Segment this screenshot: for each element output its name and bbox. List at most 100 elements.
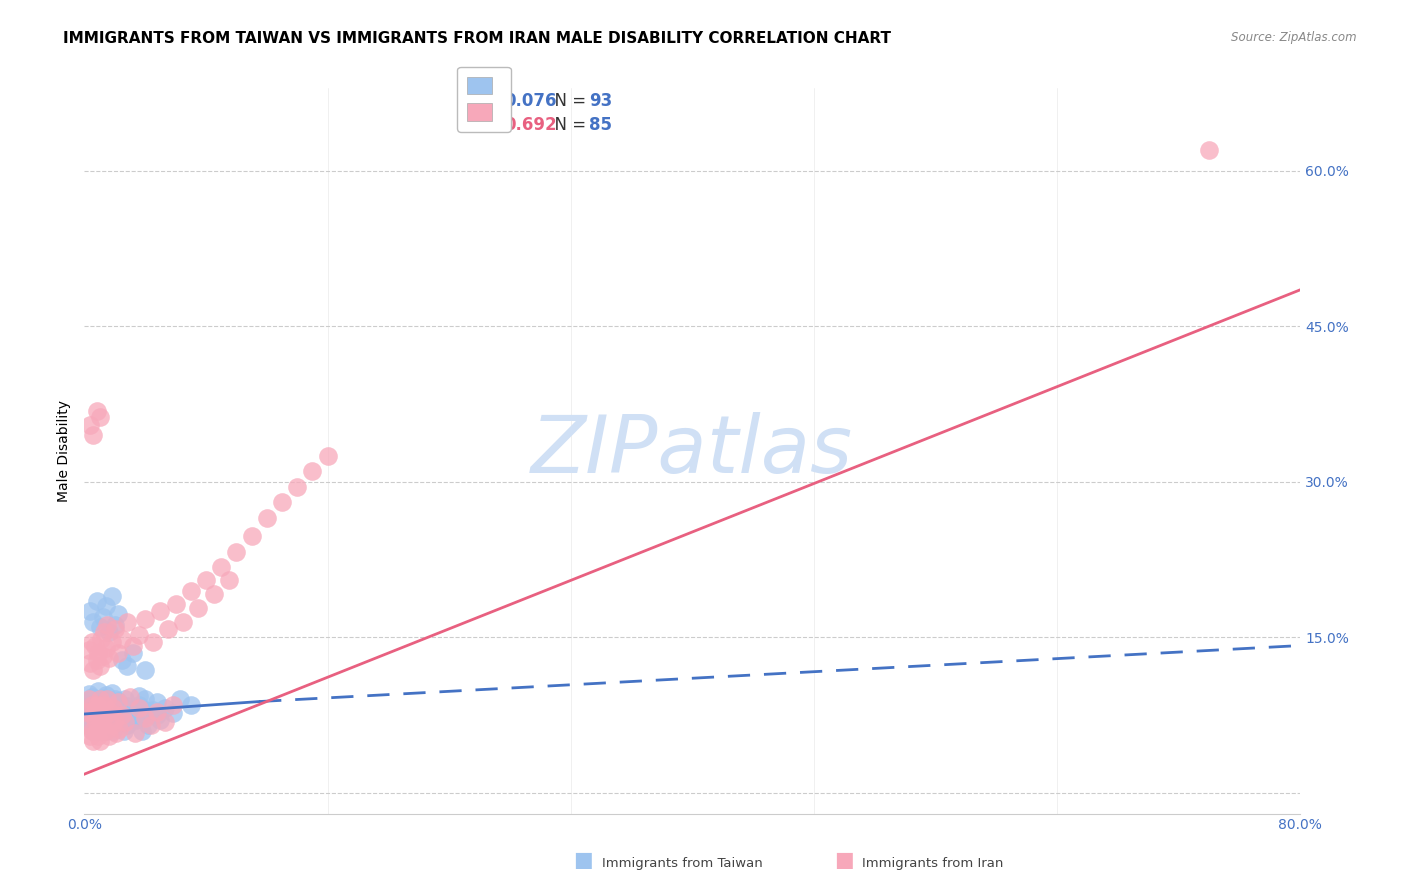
- Point: [111, 708, 134, 723]
- Point: [80, 692, 103, 706]
- Point: [89, 698, 111, 712]
- Point: [96, 692, 118, 706]
- Point: [91, 703, 114, 717]
- Point: [114, 715, 136, 730]
- Point: [209, 559, 232, 574]
- Point: [84, 698, 107, 712]
- Legend: , : ,: [457, 67, 510, 132]
- Point: [172, 615, 194, 629]
- Point: [156, 622, 179, 636]
- Point: [86, 723, 108, 738]
- Point: [131, 723, 153, 738]
- Text: 0.076: 0.076: [503, 92, 557, 110]
- Point: [134, 611, 156, 625]
- Point: [285, 480, 308, 494]
- Point: [86, 698, 108, 712]
- Point: [103, 723, 125, 738]
- Point: [96, 704, 118, 718]
- Point: [100, 589, 122, 603]
- Point: [104, 692, 127, 706]
- Text: 93: 93: [589, 92, 612, 110]
- Point: [75, 705, 97, 719]
- Point: [79, 417, 101, 432]
- Point: [91, 691, 114, 706]
- Point: [86, 594, 108, 608]
- Point: [124, 725, 146, 739]
- Point: [80, 723, 103, 738]
- Point: [108, 713, 131, 727]
- Point: [76, 718, 98, 732]
- Point: [146, 705, 169, 719]
- Point: [82, 708, 104, 723]
- Point: [107, 607, 129, 622]
- Point: [93, 698, 115, 712]
- Point: [256, 511, 278, 525]
- Point: [107, 693, 129, 707]
- Point: [1198, 143, 1220, 157]
- Point: [142, 703, 165, 717]
- Point: [104, 715, 127, 730]
- Point: [180, 698, 202, 712]
- Point: [146, 694, 169, 708]
- Point: [136, 718, 159, 732]
- Point: [122, 639, 145, 653]
- Point: [89, 410, 111, 425]
- Point: [82, 664, 104, 678]
- Text: ■: ■: [834, 850, 853, 870]
- Point: [90, 718, 112, 732]
- Point: [87, 646, 110, 660]
- Point: [97, 696, 120, 710]
- Point: [86, 653, 108, 667]
- Point: [153, 700, 176, 714]
- Point: [87, 729, 110, 743]
- Text: 85: 85: [589, 116, 612, 134]
- Point: [115, 698, 138, 713]
- Point: [86, 713, 108, 727]
- Point: [107, 694, 129, 708]
- Point: [134, 664, 156, 678]
- Point: [111, 706, 134, 720]
- Point: [84, 639, 107, 653]
- Point: [89, 659, 111, 673]
- Point: [104, 622, 127, 636]
- Point: [125, 713, 148, 727]
- Point: [271, 495, 294, 509]
- Point: [108, 722, 131, 736]
- Point: [134, 703, 156, 717]
- Text: Immigrants from Iran: Immigrants from Iran: [862, 856, 1004, 870]
- Point: [142, 635, 165, 649]
- Point: [118, 703, 141, 717]
- Point: [103, 700, 125, 714]
- Point: [128, 628, 150, 642]
- Point: [100, 635, 122, 649]
- Point: [107, 646, 129, 660]
- Point: [91, 648, 114, 663]
- Point: [93, 698, 115, 712]
- Point: [104, 713, 127, 727]
- Point: [122, 646, 145, 660]
- Point: [93, 625, 115, 640]
- Point: [112, 723, 135, 738]
- Point: [118, 690, 141, 705]
- Point: [225, 545, 247, 559]
- Y-axis label: Male Disability: Male Disability: [58, 400, 72, 501]
- Point: [82, 428, 104, 442]
- Point: [89, 734, 111, 748]
- Point: [93, 714, 115, 729]
- Point: [122, 708, 145, 723]
- Point: [149, 713, 172, 727]
- Text: R =: R =: [467, 92, 503, 110]
- Point: [96, 617, 118, 632]
- Point: [134, 692, 156, 706]
- Point: [80, 635, 103, 649]
- Text: Immigrants from Taiwan: Immigrants from Taiwan: [602, 856, 762, 870]
- Point: [115, 718, 138, 732]
- Point: [187, 601, 209, 615]
- Point: [94, 689, 117, 703]
- Point: [77, 692, 100, 706]
- Point: [128, 690, 150, 704]
- Point: [97, 703, 120, 717]
- Point: [86, 711, 108, 725]
- Text: IMMIGRANTS FROM TAIWAN VS IMMIGRANTS FROM IRAN MALE DISABILITY CORRELATION CHART: IMMIGRANTS FROM TAIWAN VS IMMIGRANTS FRO…: [63, 31, 891, 46]
- Point: [162, 698, 184, 712]
